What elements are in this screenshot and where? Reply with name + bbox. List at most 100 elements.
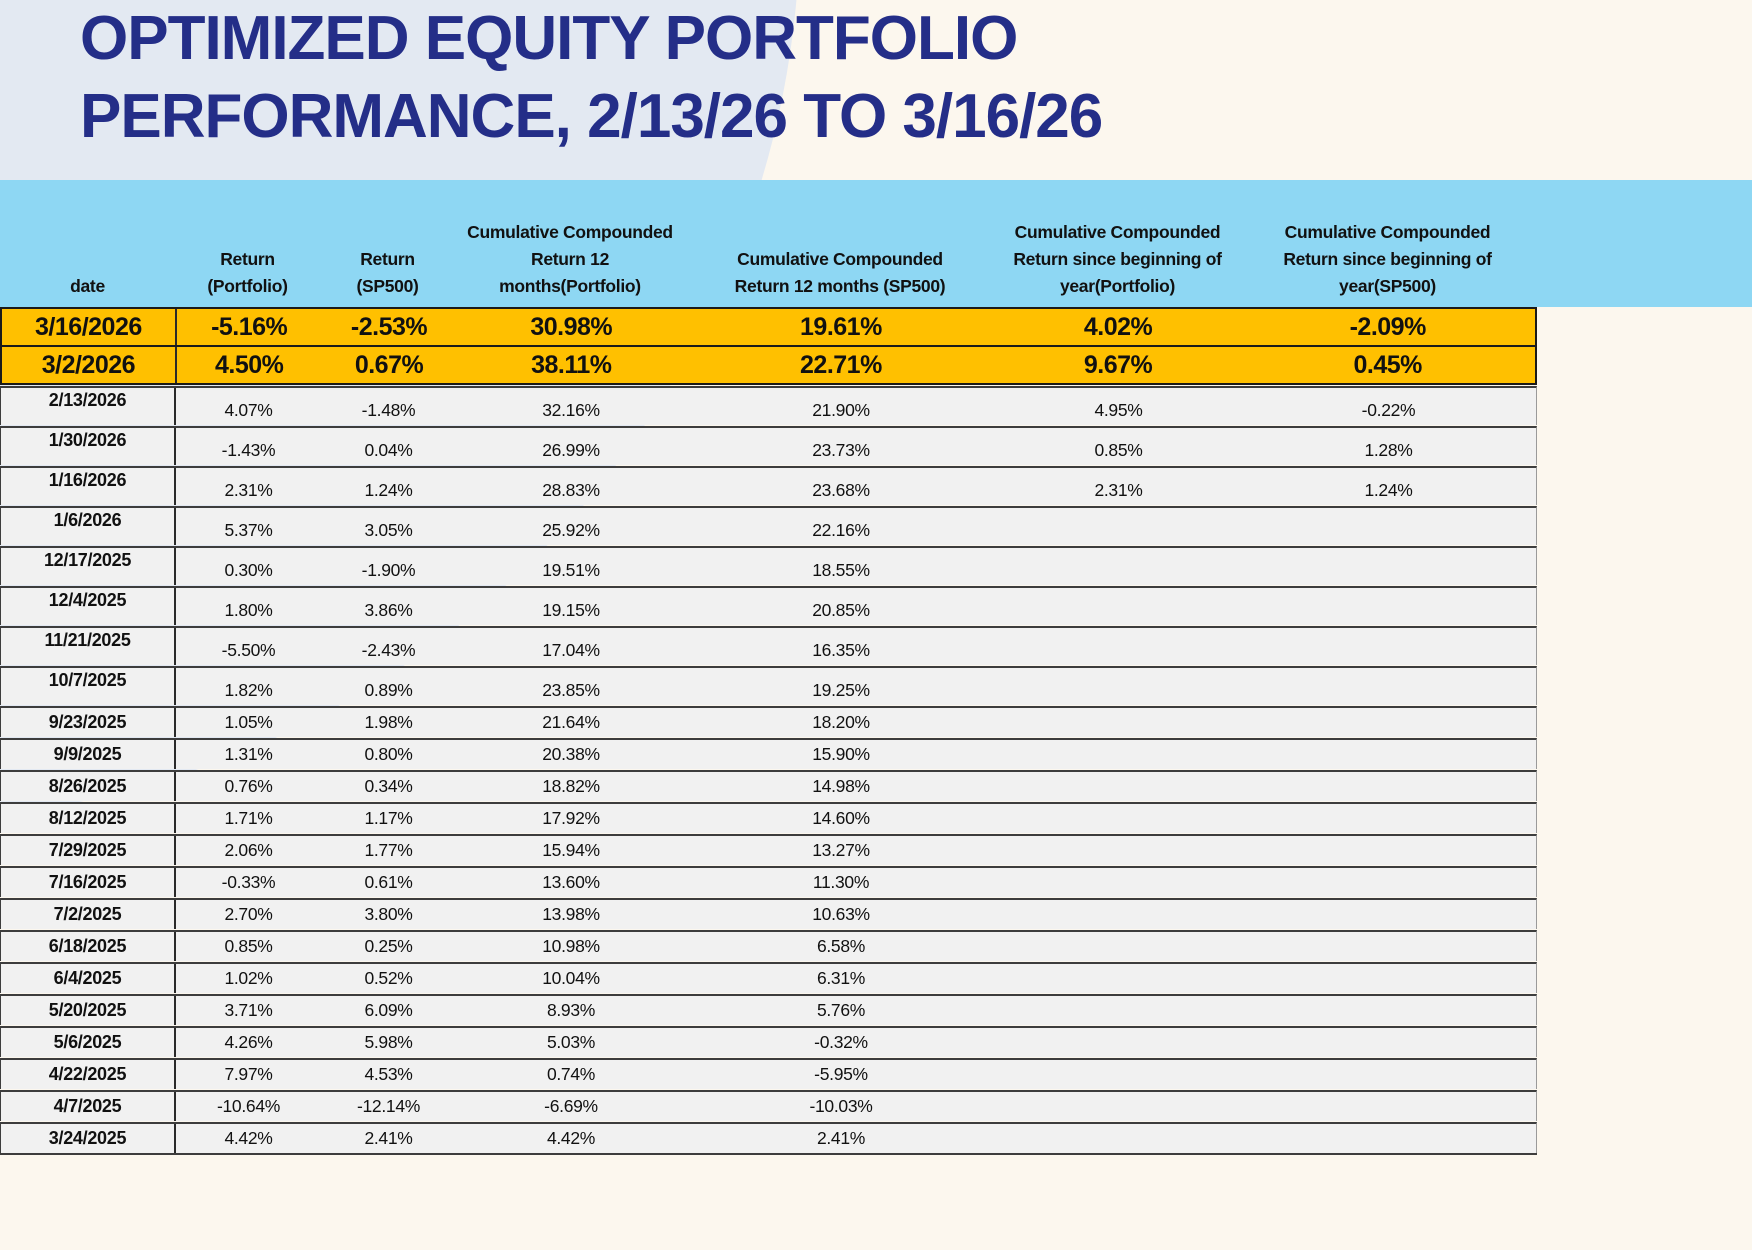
value-cell: 13.27% [812,840,870,860]
value-cell: 4.07% [224,400,273,420]
value-cell: 22.16% [812,520,870,540]
value-cell: 19.25% [812,680,870,700]
value-cell: -2.09% [1349,312,1427,341]
value-cell: 15.94% [542,840,600,860]
table-row: 9/23/2025 1.05% 1.98% 21.64% 18.20% [0,706,1537,737]
value-cell: -1.90% [361,560,416,580]
date-cell: 11/21/2025 [1,628,176,665]
value-cell [996,708,1241,737]
date-cell: 10/7/2025 [1,668,176,705]
value-cell: 18.82% [542,776,600,796]
value-cell: 10.63% [812,904,870,924]
value-cell: 1.98% [364,712,413,732]
table-row: 10/7/2025 1.82% 0.89% 23.85% 19.25% [0,666,1537,705]
value-cell: 26.99% [542,440,600,460]
value-cell [996,628,1241,665]
value-cell: 3.86% [364,600,413,620]
value-cell: -2.43% [361,640,416,660]
value-cell: 1.71% [224,808,273,828]
date-cell: 9/23/2025 [1,708,176,737]
value-cell [1241,772,1536,801]
table-row: 6/4/2025 1.02% 0.52% 10.04% 6.31% [0,962,1537,993]
value-cell: 16.35% [812,640,870,660]
value-cell: 21.64% [542,712,600,732]
table-row: 6/18/2025 0.85% 0.25% 10.98% 6.58% [0,930,1537,961]
value-cell [1241,708,1536,737]
value-cell: 5.37% [224,520,273,540]
value-cell: 2.31% [224,480,273,500]
value-cell: 1.17% [364,808,413,828]
value-cell: 38.11% [531,350,612,379]
table-row: 4/7/2025 -10.64% -12.14% -6.69% -10.03% [0,1090,1537,1121]
value-cell: 1.02% [224,968,273,988]
value-cell: 20.85% [812,600,870,620]
value-cell: -6.69% [544,1096,598,1116]
table-row: 1/6/2026 5.37% 3.05% 25.92% 22.16% [0,506,1537,545]
table-row: 5/6/2025 4.26% 5.98% 5.03% -0.32% [0,1026,1537,1057]
header-cell-5: Cumulative Compounded Return since beginn… [1013,222,1222,296]
value-cell: 2.70% [224,904,273,924]
value-cell: 1.28% [1364,440,1413,460]
value-cell: 17.92% [542,808,600,828]
value-cell: 32.16% [542,400,600,420]
value-cell: 6.31% [816,968,866,988]
value-cell [1241,548,1536,585]
highlight-row: 3/16/2026 -5.16% -2.53% 30.98% 19.61% 4.02% -2… [0,307,1537,347]
value-cell: 0.80% [364,744,413,764]
value-cell: 4.95% [1094,400,1143,420]
value-cell: 0.89% [364,680,413,700]
value-cell: 11.30% [812,872,870,892]
value-cell: 3.80% [364,904,413,924]
value-cell: -5.16% [211,312,288,341]
value-cell [1241,508,1536,545]
table-row: 7/29/2025 2.06% 1.77% 15.94% 13.27% [0,834,1537,865]
value-cell: -10.64% [216,1096,281,1116]
value-cell: 23.73% [812,440,870,460]
value-cell: 30.98% [530,312,613,341]
value-cell: 4.50% [214,350,284,379]
value-cell: 13.98% [542,904,600,924]
value-cell: 10.04% [542,968,600,988]
value-cell: 0.74% [546,1064,596,1084]
table-row: 5/20/2025 3.71% 6.09% 8.93% 5.76% [0,994,1537,1025]
value-cell: -1.48% [361,400,416,420]
value-cell: 15.90% [812,744,870,764]
value-cell [1241,1092,1536,1121]
table-row: 2/13/2026 4.07% -1.48% 32.16% 21.90% 4.95% -0.… [0,386,1537,425]
value-cell: 18.20% [812,712,870,732]
date-cell: 7/2/2025 [1,900,176,929]
value-cell: 23.68% [812,480,870,500]
value-cell [1241,1060,1536,1089]
date-cell: 6/18/2025 [1,932,176,961]
value-cell: 4.26% [224,1032,273,1052]
value-cell [996,1092,1241,1121]
table-row: 8/12/2025 1.71% 1.17% 17.92% 14.60% [0,802,1537,833]
value-cell: 2.41% [364,1128,413,1148]
value-cell: 3.71% [224,1000,273,1020]
date-cell: 9/9/2025 [1,740,176,769]
value-cell: 0.45% [1353,350,1423,379]
value-cell: 4.42% [224,1128,273,1148]
value-cell [996,548,1241,585]
value-cell: 1.77% [364,840,413,860]
value-cell: 0.61% [364,872,413,892]
value-cell: -2.53% [350,312,428,341]
value-cell: 0.76% [224,776,273,796]
table-row: 1/30/2026 -1.43% 0.04% 26.99% 23.73% 0.85% 1.2… [0,426,1537,465]
value-cell: 2.06% [224,840,273,860]
value-cell [1241,996,1536,1025]
table-row: 1/16/2026 2.31% 1.24% 28.83% 23.68% 2.31% 1.24… [0,466,1537,505]
value-cell: 0.25% [364,936,413,956]
value-cell [1241,932,1536,961]
value-cell: 14.98% [812,776,870,796]
value-cell [996,964,1241,993]
table-row: 8/26/2025 0.76% 0.34% 18.82% 14.98% [0,770,1537,801]
header-cell-0: date [70,276,105,296]
value-cell: 9.67% [1083,350,1153,379]
slide-title-line1: OPTIMIZED EQUITY PORTFOLIO [80,4,1018,73]
value-cell [1241,1028,1536,1057]
value-cell: 3.05% [364,520,413,540]
header-cell-3: Cumulative Compounded Return 12 months(Por… [467,222,673,296]
table-row: 11/21/2025 -5.50% -2.43% 17.04% 16.35% [0,626,1537,665]
value-cell: 22.71% [800,350,882,379]
